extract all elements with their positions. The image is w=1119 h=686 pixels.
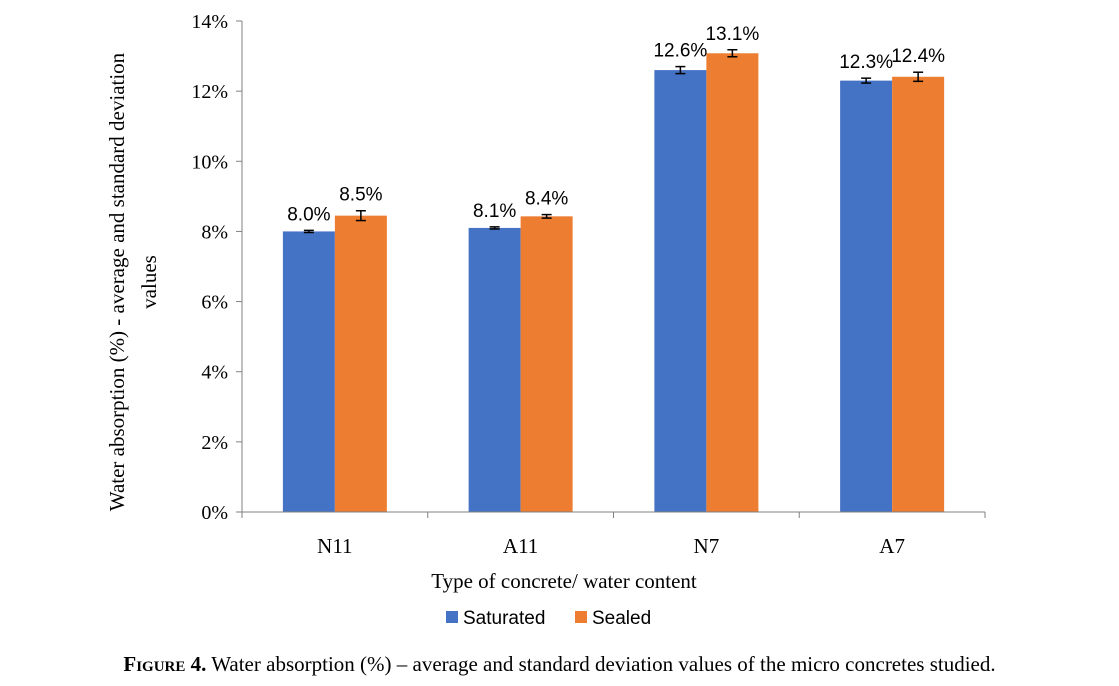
- bar-sealed-a7: [892, 76, 945, 512]
- figure-caption: Figure 4. Water absorption (%) – average…: [0, 652, 1119, 677]
- data-label-saturated-n7: 12.6%: [653, 41, 707, 62]
- error-bar-sealed-a7: [913, 71, 924, 83]
- data-label-sealed-n7: 13.1%: [705, 24, 759, 45]
- data-label-saturated-a7: 12.3%: [839, 52, 893, 73]
- legend-swatch-saturated: [446, 611, 458, 623]
- x-tick-label-n11: N11: [317, 534, 352, 558]
- y-tick-label: 14%: [191, 11, 228, 33]
- y-tick-label: 2%: [201, 432, 228, 454]
- bar-saturated-a7: [840, 80, 893, 512]
- error-bar-saturated-a7: [861, 77, 872, 84]
- data-label-saturated-n11: 8.0%: [287, 204, 330, 225]
- data-label-sealed-a11: 8.4%: [525, 189, 568, 210]
- y-axis-title-line1: Water absorption (%) - average and stand…: [105, 52, 129, 511]
- x-tick-label-a7: A7: [879, 534, 905, 558]
- y-tick-label: 0%: [201, 502, 228, 524]
- bar-chart: 8.0%8.5%N118.1%8.4%A1112.6%13.1%N712.3%1…: [105, 11, 986, 629]
- data-label-saturated-a11: 8.1%: [473, 201, 516, 222]
- y-axis-title: Water absorption (%) - average and stand…: [105, 52, 161, 511]
- error-bar-sealed-a11: [541, 213, 552, 219]
- error-bar-saturated-n11: [303, 229, 314, 234]
- y-axis-title-line2: values: [137, 255, 161, 309]
- bars-layer: [282, 53, 945, 513]
- x-tick-label-a11: A11: [503, 534, 538, 558]
- bar-sealed-a11: [520, 216, 573, 513]
- error-bars-layer: [303, 49, 924, 234]
- y-tick-label: 8%: [201, 221, 228, 243]
- y-tick-label: 12%: [191, 81, 228, 103]
- bar-saturated-a11: [468, 227, 521, 512]
- error-bar-saturated-a11: [489, 226, 500, 230]
- error-bar-saturated-n7: [675, 65, 686, 75]
- legend-label-saturated: Saturated: [463, 608, 545, 629]
- figure-number: Figure 4.: [123, 652, 207, 676]
- y-tick-label: 4%: [201, 362, 228, 384]
- legend-label-sealed: Sealed: [592, 608, 651, 629]
- x-tick-label-n7: N7: [694, 534, 720, 558]
- bar-saturated-n11: [282, 231, 335, 512]
- x-axis-title: Type of concrete/ water content: [431, 569, 697, 593]
- bar-sealed-n7: [706, 53, 759, 512]
- labels-layer: 8.0%8.5%N118.1%8.4%A1112.6%13.1%N712.3%1…: [191, 11, 945, 558]
- y-tick-label: 6%: [201, 292, 228, 314]
- figure-caption-text: Water absorption (%) – average and stand…: [211, 652, 996, 676]
- y-tick-label: 10%: [191, 151, 228, 173]
- error-bar-sealed-n11: [355, 209, 366, 222]
- bar-saturated-n7: [654, 70, 707, 512]
- error-bar-sealed-n7: [727, 49, 738, 58]
- legend-swatch-sealed: [575, 611, 587, 623]
- axes-layer: [236, 20, 986, 518]
- data-label-sealed-n11: 8.5%: [339, 185, 382, 206]
- bar-sealed-n11: [334, 215, 387, 512]
- data-label-sealed-a7: 12.4%: [891, 46, 945, 67]
- legend: Saturated Sealed: [446, 608, 651, 629]
